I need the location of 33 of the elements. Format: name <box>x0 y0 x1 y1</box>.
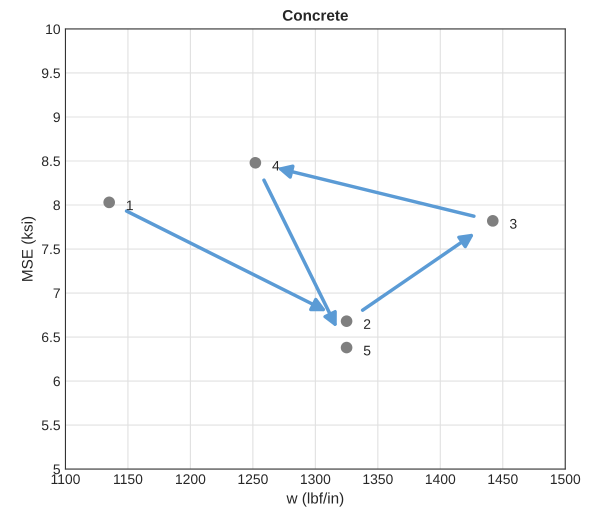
y-tick-label: 10 <box>46 24 60 34</box>
y-tick-label: 9 <box>54 112 60 122</box>
x-tick-label: 1150 <box>114 474 142 484</box>
y-tick-label: 6.5 <box>42 332 60 342</box>
annotation: 2 <box>364 319 370 329</box>
y-tick-label: 8 <box>53 200 60 210</box>
x-tick-label: 1450 <box>488 474 518 484</box>
x-tick-label: 1400 <box>426 474 456 484</box>
x-axis-title: w (lbf/in) <box>286 492 344 507</box>
y-tick-label: 6 <box>54 376 60 386</box>
y-tick-label: 7.5 <box>42 244 60 254</box>
point <box>340 315 352 327</box>
point <box>340 342 352 354</box>
y-tick-label: 5.5 <box>42 420 60 430</box>
x-tick-label: 1500 <box>550 474 580 484</box>
annotation: 5 <box>364 346 370 356</box>
point <box>486 215 499 227</box>
x-tick-label: 1200 <box>176 474 206 484</box>
x-tick-label: 1350 <box>363 474 393 484</box>
y-tick-label: 9.5 <box>42 68 60 78</box>
x-tick-label: 1100 <box>52 474 80 484</box>
point <box>250 156 262 169</box>
annotation: 3 <box>510 218 517 229</box>
y-tick-label: 8.5 <box>42 156 60 166</box>
y-tick-label: 7 <box>54 288 60 298</box>
x-tick-label: 1300 <box>300 474 330 484</box>
annotation: 4 <box>272 160 280 171</box>
chart-title: Concrete <box>282 10 348 21</box>
y-tick-label: 5 <box>53 464 60 474</box>
x-tick-label: 1250 <box>238 474 268 484</box>
annotation: 1 <box>126 200 133 210</box>
point <box>103 196 115 208</box>
y-axis-title: MSE (ksi) <box>21 216 36 281</box>
